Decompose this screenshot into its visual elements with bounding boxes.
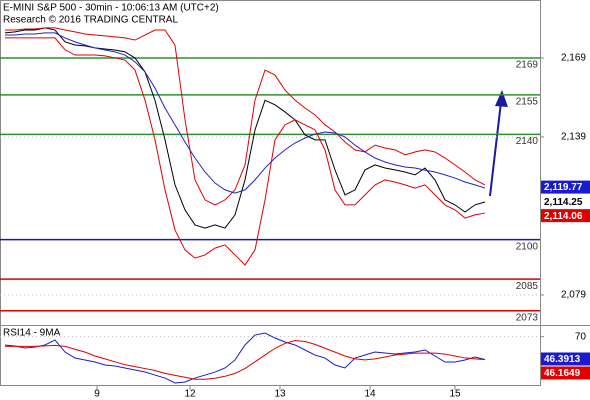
series-line bbox=[5, 32, 486, 194]
level-label: 2155 bbox=[516, 96, 539, 107]
chart-subtitle: Research © 2016 TRADING CENTRAL bbox=[3, 15, 178, 26]
forecast-arrow bbox=[489, 90, 508, 197]
value-tag-label: 46.1649 bbox=[544, 368, 581, 379]
x-tick-label: 14 bbox=[364, 389, 376, 400]
y-tick-label: 2,079 bbox=[561, 290, 586, 301]
level-label: 2073 bbox=[516, 312, 539, 323]
value-tag bbox=[541, 366, 590, 380]
series-line bbox=[5, 37, 486, 266]
series-line bbox=[5, 340, 486, 380]
level-label: 2140 bbox=[516, 136, 539, 147]
value-tag bbox=[541, 209, 590, 223]
x-tick-label: 9 bbox=[94, 389, 100, 400]
level-label: 2100 bbox=[516, 241, 539, 252]
y-tick-label: 70 bbox=[575, 331, 587, 342]
level-label: 2169 bbox=[516, 60, 539, 71]
value-tag bbox=[541, 195, 590, 209]
plot-frame bbox=[0, 0, 541, 386]
chart-title: E-MINI S&P 500 - 30min - 10:06:13 AM (UT… bbox=[3, 3, 219, 14]
x-tick-label: 15 bbox=[449, 389, 461, 400]
rsi-title: RSI14 - 9MA bbox=[3, 328, 61, 339]
value-tag-label: 2,114.06 bbox=[544, 211, 583, 222]
series-line bbox=[4, 27, 486, 229]
x-tick-label: 13 bbox=[274, 389, 286, 400]
value-tag bbox=[541, 352, 590, 366]
value-tag-label: 2,114.25 bbox=[544, 197, 583, 208]
x-tick-label: 12 bbox=[184, 389, 196, 400]
value-tag-label: 46.3913 bbox=[544, 354, 581, 365]
y-tick-label: 2,169 bbox=[561, 53, 586, 64]
series-line bbox=[4, 332, 486, 384]
y-tick-label: 2,139 bbox=[561, 132, 586, 143]
series-line bbox=[5, 27, 486, 206]
value-tag-label: 2,119.77 bbox=[544, 182, 583, 193]
level-label: 2085 bbox=[516, 281, 539, 292]
value-tag bbox=[541, 180, 590, 194]
